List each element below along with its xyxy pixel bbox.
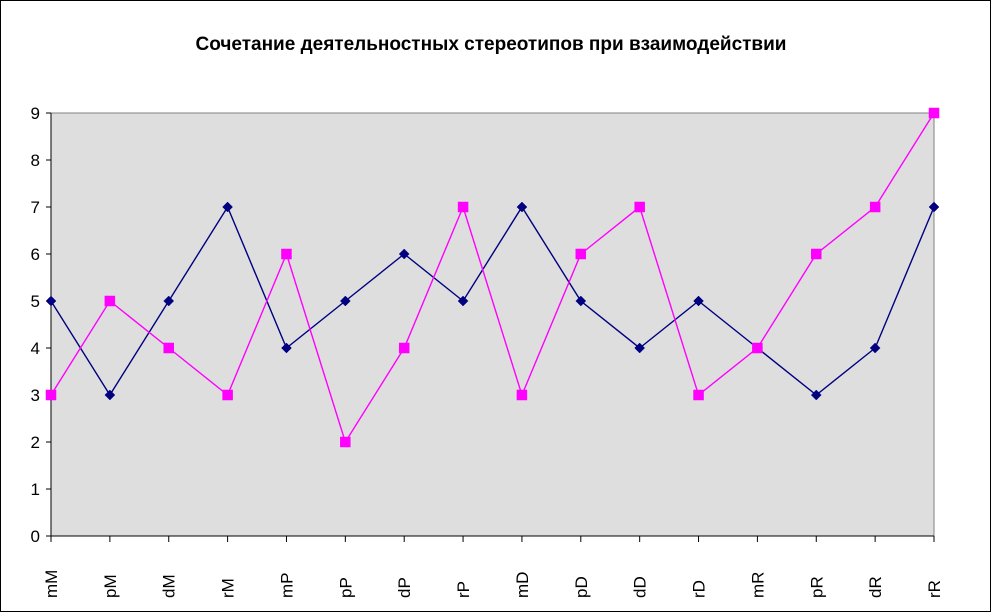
series-2-point: [516, 389, 528, 401]
series-2-point: [104, 295, 116, 307]
series-1-point: [457, 295, 469, 307]
series-2-point: [928, 107, 940, 119]
series-1-point: [163, 295, 175, 307]
x-tick-label: rP: [454, 581, 473, 598]
y-tick-label: 1: [31, 480, 40, 499]
series-1-point: [810, 389, 822, 401]
x-tick-label: pD: [572, 576, 591, 598]
series-layer: [45, 107, 940, 448]
y-tick-label: 3: [31, 386, 40, 405]
series-2-point: [457, 201, 469, 213]
x-tick-label: mM: [42, 570, 61, 598]
x-tick-label: rR: [925, 580, 944, 598]
series-2-point: [163, 342, 174, 354]
x-tick-label: rM: [219, 578, 238, 598]
x-tick-label: pP: [336, 577, 355, 598]
series-1-point: [281, 342, 292, 354]
series-2-point: [45, 389, 57, 401]
y-tick-label: 7: [31, 198, 40, 217]
series-1-point: [104, 389, 116, 401]
series-2-point: [693, 389, 704, 401]
series-1-line: [50, 205, 935, 397]
x-tick-label: mP: [277, 573, 296, 599]
plot-area: [50, 112, 935, 537]
x-tick-label: dM: [160, 574, 179, 598]
series-1-point: [45, 295, 57, 307]
series-1-point: [222, 201, 233, 213]
x-tick-label: rD: [690, 580, 709, 598]
x-tick-label: dR: [866, 576, 885, 598]
series-2-point: [634, 201, 645, 213]
y-axis: 0 1 2 3 4 5 6 7 8 9: [31, 104, 52, 546]
series-2-line: [50, 112, 935, 444]
series-2-point: [869, 201, 881, 213]
series-2-point: [340, 436, 351, 448]
series-2-point: [575, 248, 587, 260]
x-tick-label: pM: [101, 574, 120, 598]
y-tick-label: 6: [31, 245, 40, 264]
y-tick-label: 4: [31, 339, 40, 358]
series-1-point: [634, 342, 646, 354]
series-1-point: [693, 295, 704, 307]
series-1-point: [339, 295, 351, 307]
series-1-point: [516, 201, 528, 213]
series-2-point: [398, 342, 410, 354]
series-1-point: [575, 295, 587, 307]
series-2-point: [222, 389, 233, 401]
y-tick-label: 5: [31, 292, 40, 311]
x-axis: mM pM dM rM mP pP dP rP mD pD dD rD mR pR dR rR: [42, 535, 944, 599]
series-1-point: [869, 342, 881, 354]
series-1-point: [928, 201, 940, 213]
y-tick-label: 0: [31, 527, 40, 546]
x-tick-label: pR: [807, 576, 826, 598]
x-tick-label: dP: [395, 577, 414, 598]
series-2-point: [281, 248, 292, 260]
x-tick-label: mR: [748, 572, 767, 598]
series-2-point: [811, 248, 822, 260]
chart-title: Сочетание деятельностных стереотипов при…: [196, 34, 787, 55]
series-1-point: [398, 248, 410, 260]
x-tick-label: mD: [513, 572, 532, 598]
x-tick-label: dD: [631, 576, 650, 598]
y-tick-label: 8: [31, 151, 40, 170]
y-tick-label: 2: [31, 433, 40, 452]
y-tick-label: 9: [31, 104, 40, 123]
series-2-point: [752, 342, 763, 354]
